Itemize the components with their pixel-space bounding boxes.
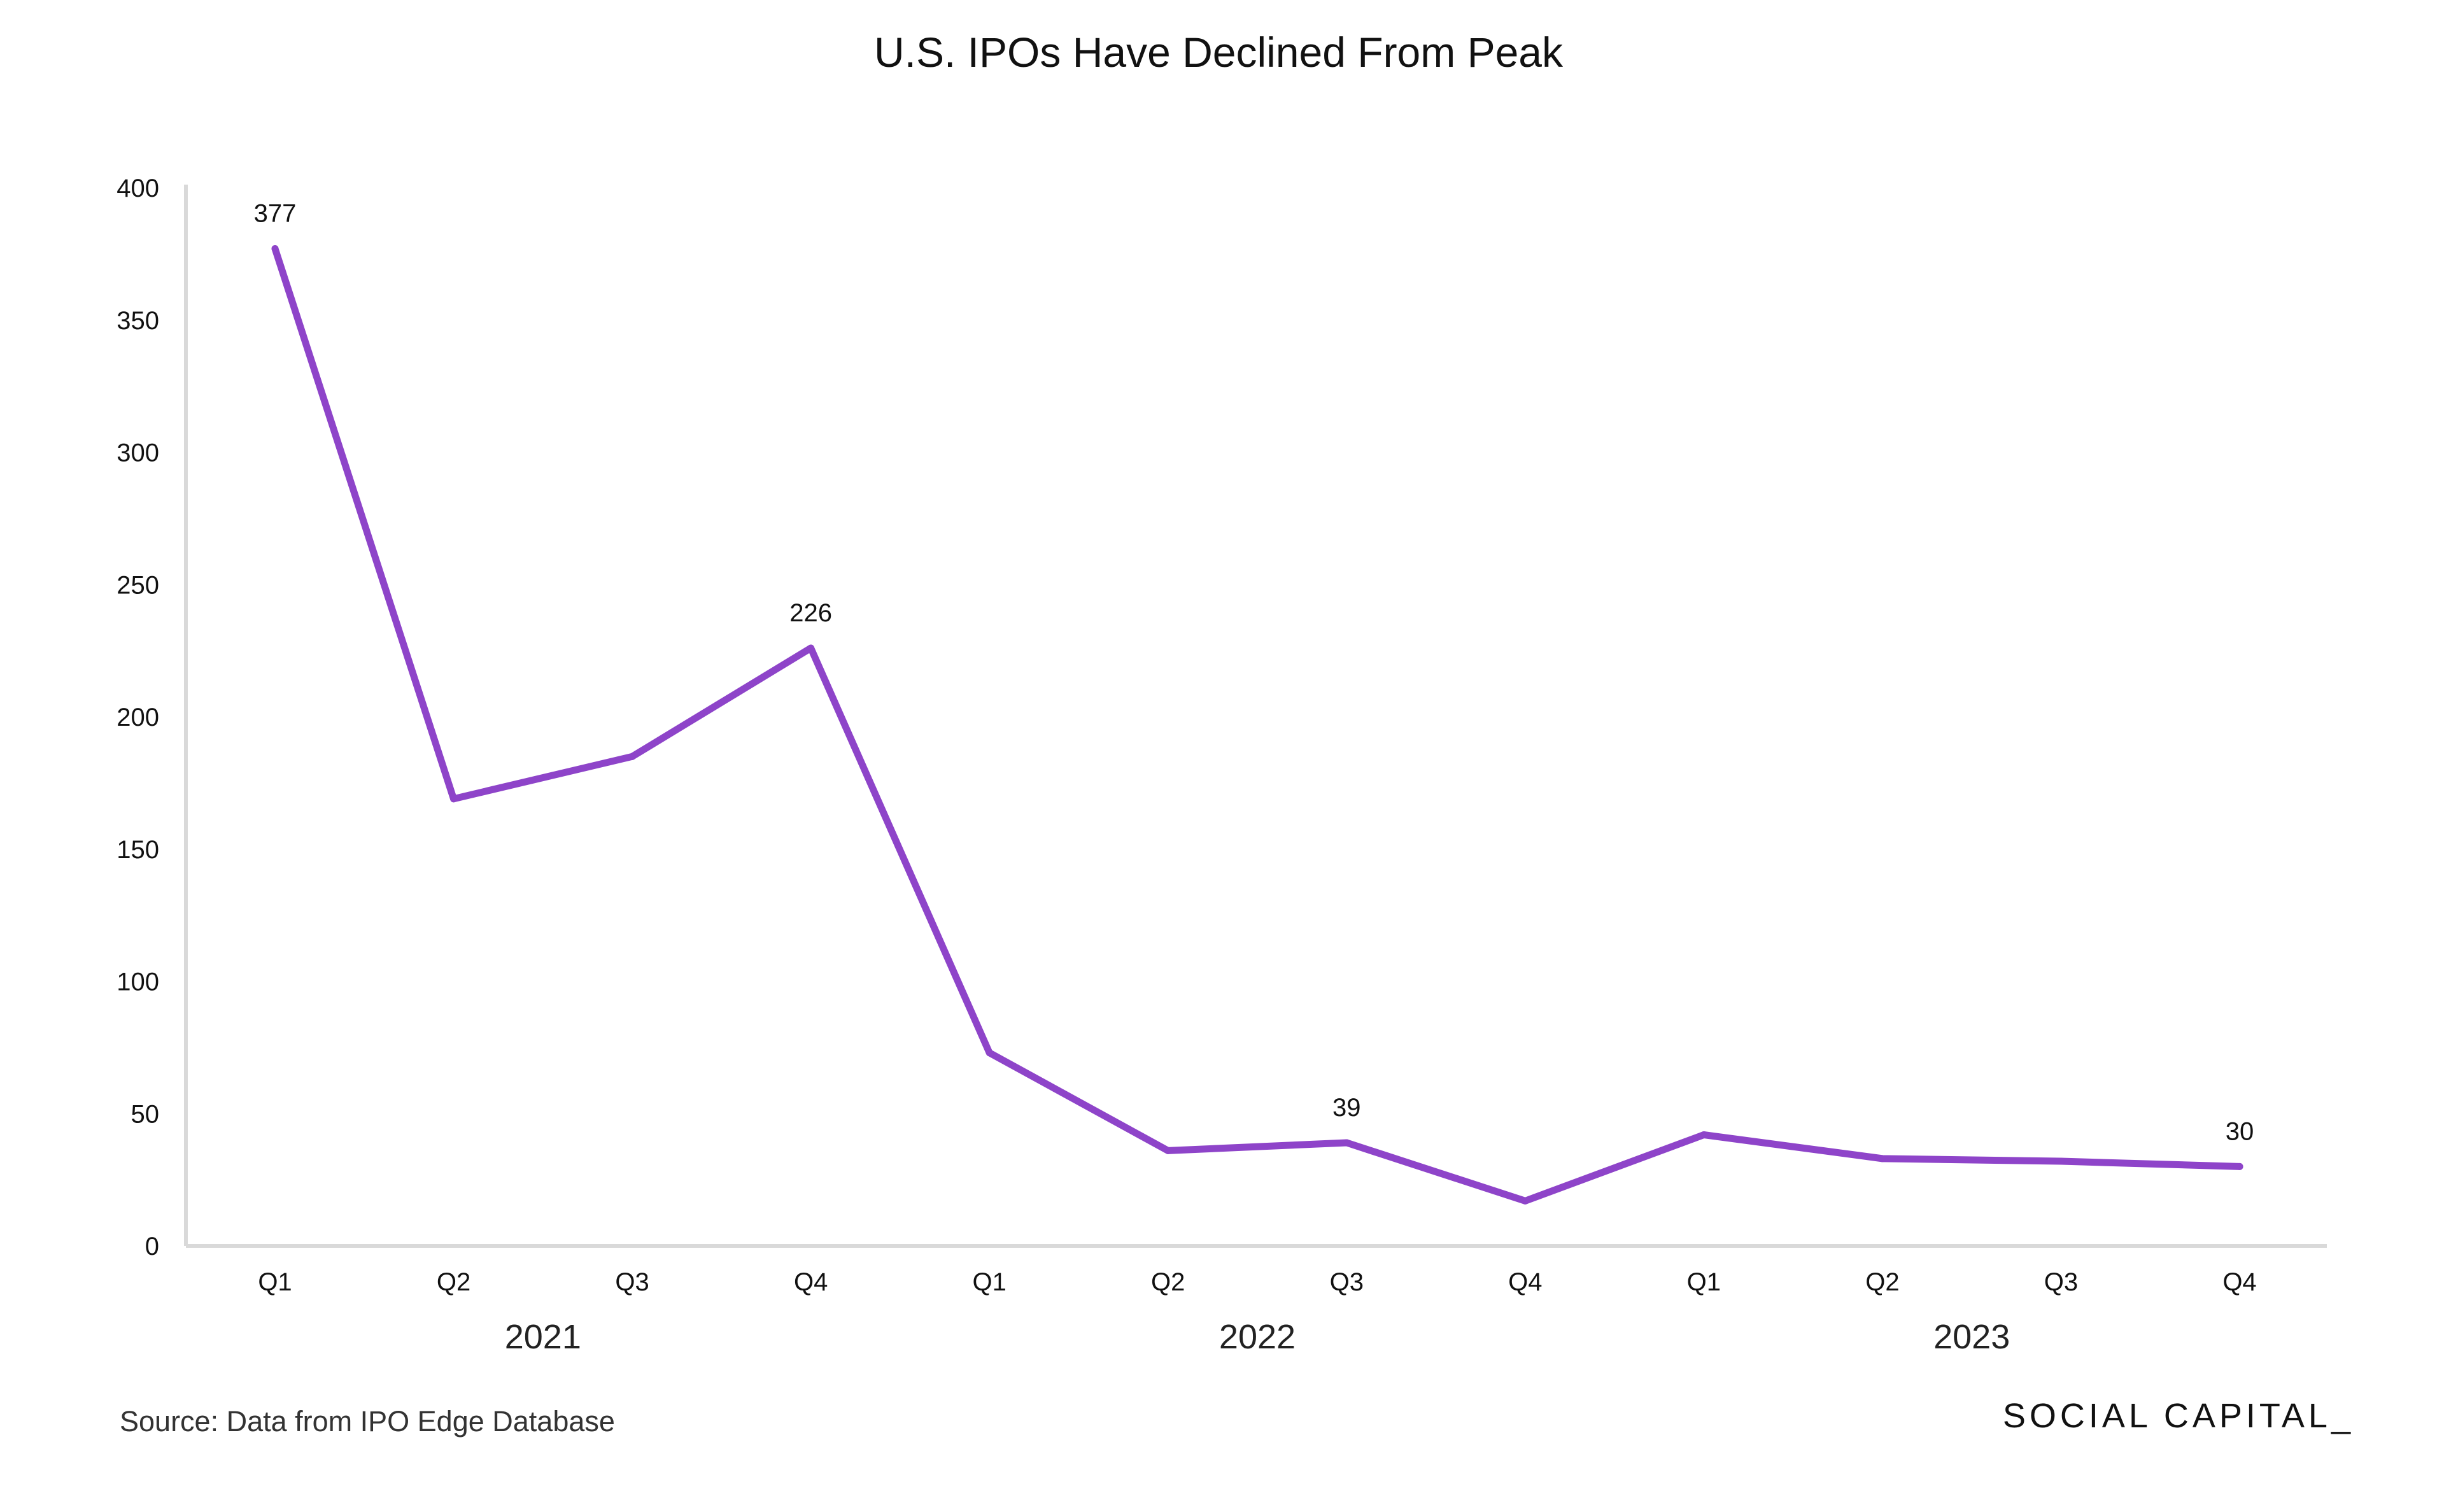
data-point (271, 245, 279, 253)
y-tick-label: 250 (117, 571, 159, 599)
y-tick-label: 100 (117, 968, 159, 996)
x-tick-label: Q1 (973, 1268, 1007, 1296)
y-tick-label: 400 (117, 174, 159, 202)
x-tick-label: Q2 (1865, 1268, 1899, 1296)
data-label: 377 (254, 200, 297, 228)
x-tick-label: Q4 (1508, 1268, 1542, 1296)
x-tick-label: Q4 (794, 1268, 828, 1296)
data-point (1879, 1155, 1886, 1162)
data-point (2236, 1162, 2243, 1170)
series-line (271, 245, 2243, 1205)
data-point (985, 1049, 993, 1057)
data-point (1343, 1139, 1350, 1147)
x-tick-label: Q2 (437, 1268, 470, 1296)
chart-title: U.S. IPOs Have Declined From Peak (874, 29, 1564, 76)
data-point (1164, 1147, 1172, 1154)
y-tick-label: 50 (131, 1100, 160, 1128)
source-note: Source: Data from IPO Edge Database (120, 1405, 615, 1438)
data-label: 39 (1332, 1094, 1361, 1122)
data-labels: 377 226 39 30 (254, 200, 2254, 1146)
y-tick-label: 300 (117, 439, 159, 467)
x-tick-label: Q2 (1151, 1268, 1185, 1296)
year-group-label: 2022 (1219, 1318, 1296, 1356)
x-tick-label: Q3 (2044, 1268, 2078, 1296)
y-tick-label: 350 (117, 307, 159, 335)
y-axis: 0 50 100 150 200 250 300 350 400 (117, 174, 188, 1261)
year-group-label: 2021 (505, 1318, 581, 1356)
data-label: 226 (789, 599, 832, 627)
data-point (628, 752, 636, 760)
x-tick-label: Q3 (615, 1268, 649, 1296)
y-tick-label: 200 (117, 703, 159, 731)
brand-logo: SOCIAL CAPITAL_ (2003, 1397, 2354, 1435)
data-point (807, 644, 815, 652)
x-tick-label: Q1 (1687, 1268, 1721, 1296)
x-tick-label: Q1 (258, 1268, 292, 1296)
x-tick-label: Q4 (2222, 1268, 2256, 1296)
y-tick-label: 0 (145, 1233, 159, 1261)
series-layer (271, 245, 2243, 1205)
data-point (1522, 1197, 1529, 1205)
data-point (450, 795, 458, 803)
data-point (1700, 1131, 1707, 1138)
x-axis: Q1 Q2 Q3 Q4 Q1 Q2 Q3 Q4 Q1 Q2 Q3 Q4 2021 2022 2023 (186, 1244, 2327, 1356)
x-tick-label: Q3 (1330, 1268, 1364, 1296)
y-tick-label: 150 (117, 836, 159, 864)
year-group-label: 2023 (1933, 1318, 2010, 1356)
data-point (2057, 1157, 2065, 1165)
data-label: 30 (2226, 1117, 2254, 1145)
